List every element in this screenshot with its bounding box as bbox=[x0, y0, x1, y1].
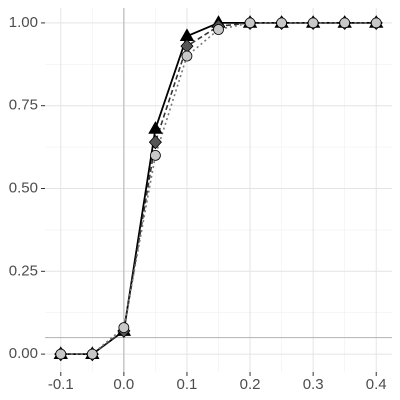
y-tick-label: 1.00 bbox=[9, 14, 38, 31]
x-tick-label: -0.1 bbox=[48, 376, 74, 393]
y-tick-label: 0.75 bbox=[9, 97, 38, 114]
x-tick-label: 0.4 bbox=[366, 376, 387, 393]
y-tick-label: 0.25 bbox=[9, 262, 38, 279]
x-tick-label: 0.1 bbox=[177, 376, 198, 393]
marker bbox=[244, 17, 256, 29]
marker bbox=[118, 322, 130, 334]
x-tick-label: 0.2 bbox=[240, 376, 261, 393]
marker bbox=[276, 17, 287, 29]
marker bbox=[150, 149, 161, 161]
x-tick-label: 0.3 bbox=[303, 376, 324, 393]
marker bbox=[86, 348, 98, 360]
marker bbox=[181, 50, 193, 62]
marker bbox=[148, 121, 163, 134]
y-tick-label: 0.50 bbox=[9, 179, 38, 196]
marker bbox=[307, 17, 319, 29]
x-tick-label: 0.0 bbox=[113, 376, 134, 393]
marker bbox=[213, 24, 224, 35]
marker bbox=[339, 17, 351, 29]
y-tick-label: 0.00 bbox=[9, 345, 38, 362]
marker bbox=[370, 17, 382, 29]
marker bbox=[148, 135, 162, 150]
marker bbox=[55, 348, 67, 360]
